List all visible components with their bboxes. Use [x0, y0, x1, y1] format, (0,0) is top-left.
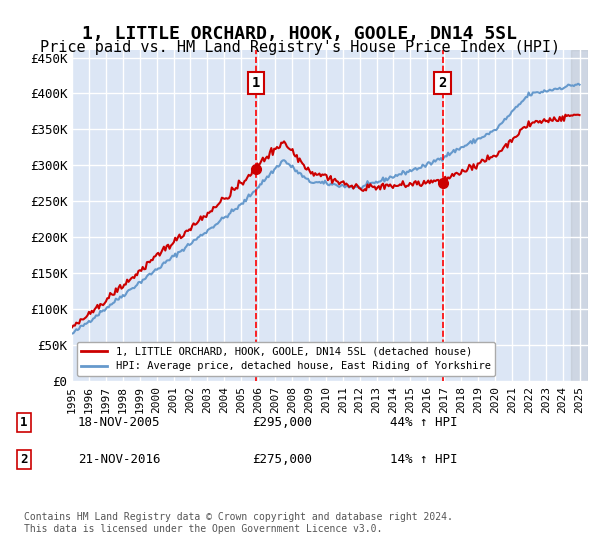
Text: 1, LITTLE ORCHARD, HOOK, GOOLE, DN14 5SL: 1, LITTLE ORCHARD, HOOK, GOOLE, DN14 5SL — [83, 25, 517, 43]
Text: 44% ↑ HPI: 44% ↑ HPI — [390, 416, 458, 430]
Text: 1: 1 — [252, 76, 260, 90]
Text: £275,000: £275,000 — [252, 452, 312, 466]
Text: 2: 2 — [439, 76, 446, 90]
Text: Contains HM Land Registry data © Crown copyright and database right 2024.
This d: Contains HM Land Registry data © Crown c… — [24, 512, 453, 534]
Text: 18-NOV-2005: 18-NOV-2005 — [78, 416, 161, 430]
Text: £295,000: £295,000 — [252, 416, 312, 430]
Text: 14% ↑ HPI: 14% ↑ HPI — [390, 452, 458, 466]
Text: 2: 2 — [20, 452, 28, 466]
Text: Price paid vs. HM Land Registry's House Price Index (HPI): Price paid vs. HM Land Registry's House … — [40, 40, 560, 55]
Text: 1: 1 — [20, 416, 28, 430]
Text: 21-NOV-2016: 21-NOV-2016 — [78, 452, 161, 466]
Legend: 1, LITTLE ORCHARD, HOOK, GOOLE, DN14 5SL (detached house), HPI: Average price, d: 1, LITTLE ORCHARD, HOOK, GOOLE, DN14 5SL… — [77, 342, 495, 376]
Bar — [571, 50, 588, 381]
